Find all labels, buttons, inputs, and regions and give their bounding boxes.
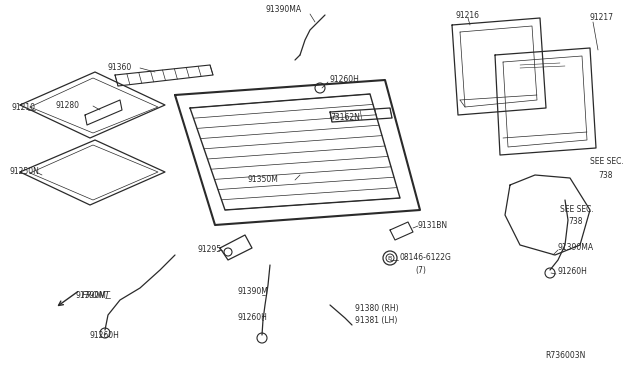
Text: 91381 (LH): 91381 (LH) [355,315,397,324]
Text: 91260H: 91260H [330,76,360,84]
Text: FRONT: FRONT [82,292,111,301]
Text: 91350M: 91350M [248,176,279,185]
Text: 91216: 91216 [455,10,479,19]
Text: 91260H: 91260H [558,267,588,276]
Text: 91295: 91295 [198,246,222,254]
Text: 738: 738 [568,218,582,227]
Text: 9131BN: 9131BN [418,221,448,230]
Text: 91280: 91280 [55,100,79,109]
Text: 91390M: 91390M [238,288,269,296]
Text: 91390MA: 91390MA [558,244,594,253]
Text: 08146-6122G: 08146-6122G [400,253,452,263]
Text: 91260H: 91260H [90,330,120,340]
Text: 73162N: 73162N [330,113,360,122]
Text: 91217: 91217 [590,13,614,22]
Text: SEE SEC.: SEE SEC. [590,157,624,167]
Text: 91390M: 91390M [75,291,106,299]
Text: 91210: 91210 [12,103,36,112]
Text: 91260H: 91260H [238,314,268,323]
Text: 91250N: 91250N [10,167,40,176]
Text: SEE SEC.: SEE SEC. [560,205,594,215]
Text: 91380 (RH): 91380 (RH) [355,304,399,312]
Text: (7): (7) [415,266,426,275]
Text: 738: 738 [598,170,612,180]
Text: 91390MA: 91390MA [265,6,301,15]
Text: B: B [388,256,392,260]
Text: R736003N: R736003N [545,350,586,359]
Text: 91360: 91360 [108,64,132,73]
